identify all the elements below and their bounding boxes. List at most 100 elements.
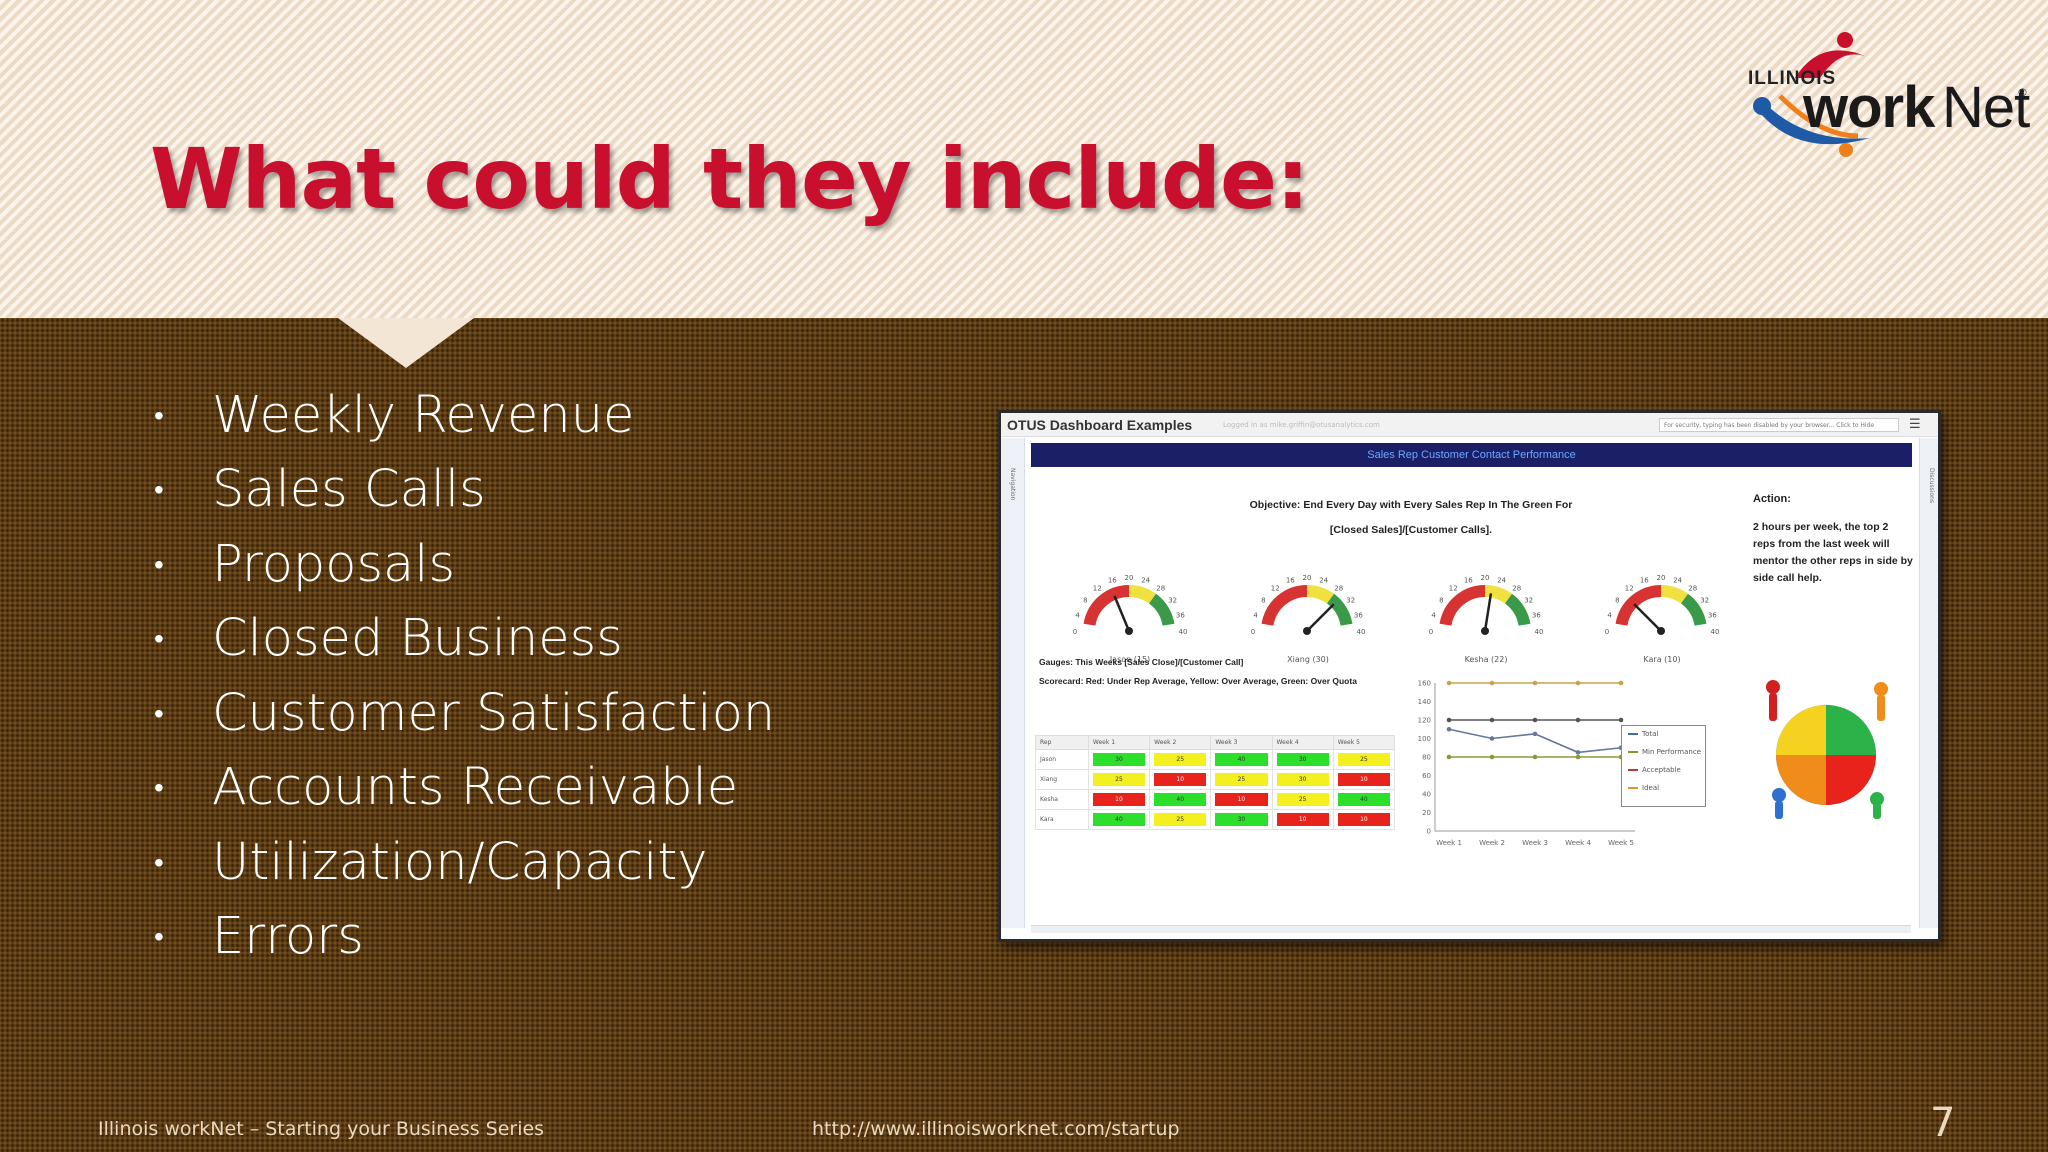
bullet-item: • Customer Satisfaction bbox=[150, 676, 775, 751]
legend-label: Total bbox=[1642, 730, 1659, 738]
gauge-needle bbox=[1306, 603, 1335, 632]
gauge-tick-label: 24 bbox=[1673, 577, 1682, 585]
footer-url: http://www.illinoisworknet.com/startup bbox=[812, 1118, 1180, 1140]
bullet-item: • Errors bbox=[150, 900, 775, 975]
gauge-tick-label: 0 bbox=[1429, 628, 1433, 636]
gauge-tick-label: 0 bbox=[1605, 628, 1609, 636]
scorecard-cell: 25 bbox=[1087, 769, 1151, 790]
scorecard-rep-cell: Kesha bbox=[1035, 789, 1089, 810]
gauge-tick-label: 28 bbox=[1334, 584, 1343, 592]
legend-swatch bbox=[1628, 751, 1638, 753]
gauge-tick-label: 28 bbox=[1156, 584, 1165, 592]
bullet-text: Customer Satisfaction bbox=[212, 683, 776, 743]
gauge-band bbox=[1148, 593, 1175, 627]
scorecard-row: Jason 30 25 40 30 25 bbox=[1035, 749, 1396, 770]
gauge-tick-label: 40 bbox=[1357, 628, 1366, 636]
scorecard-header-cell: Week 4 bbox=[1271, 735, 1334, 750]
gauge-hub bbox=[1481, 627, 1489, 635]
gauge-hub bbox=[1125, 627, 1133, 635]
objective-text: Objective: End Every Day with Every Sale… bbox=[1201, 493, 1621, 543]
scorecard-cell: 25 bbox=[1210, 769, 1273, 790]
gauge-tick-label: 0 bbox=[1073, 628, 1077, 636]
footer-series: Illinois workNet – Starting your Busines… bbox=[98, 1118, 545, 1140]
illinois-worknet-logo: ILLINOIS work Net ® bbox=[1740, 18, 2030, 163]
scorecard-row: Kara 40 25 30 10 10 bbox=[1035, 809, 1396, 830]
hamburger-menu-icon: ☰ bbox=[1909, 417, 1921, 432]
bullet-item: • Sales Calls bbox=[150, 453, 775, 528]
gauge-tick-label: 20 bbox=[1657, 574, 1666, 582]
scorecard-value: 10 bbox=[1337, 773, 1390, 786]
gauge-band bbox=[1306, 585, 1335, 604]
gauge-tick-label: 28 bbox=[1688, 584, 1697, 592]
legend-label: Acceptable bbox=[1642, 766, 1681, 774]
series-point bbox=[1446, 717, 1452, 723]
gauge-label: Jason (15) bbox=[1109, 655, 1151, 664]
series-point bbox=[1489, 754, 1495, 760]
gauge-tick-label: 24 bbox=[1497, 577, 1506, 585]
bullet-dot: • bbox=[154, 473, 164, 507]
gauge-tick-label: 16 bbox=[1108, 577, 1117, 585]
series-point bbox=[1446, 726, 1452, 732]
scorecard-value: 25 bbox=[1337, 753, 1390, 766]
x-tick-label: Week 1 bbox=[1436, 839, 1462, 847]
series-point bbox=[1575, 750, 1581, 755]
chart-legend: Total Min Performance Acceptable Ideal bbox=[1621, 725, 1706, 807]
bullet-item: • Accounts Receivable bbox=[150, 751, 775, 826]
series-point bbox=[1489, 736, 1495, 741]
gauge-needle bbox=[1113, 595, 1131, 632]
gauge-tick-label: 0 bbox=[1251, 628, 1255, 636]
scorecard-rep-cell: Xiang bbox=[1035, 769, 1089, 790]
scorecard-table: Rep Week 1 Week 2 Week 3 Week 4 Week 5 Jason 3… bbox=[1035, 735, 1396, 830]
series-point bbox=[1532, 680, 1538, 686]
bullet-text: Weekly Revenue bbox=[212, 385, 635, 445]
logo-figure-icon bbox=[1753, 32, 1870, 157]
gauge-label: Xiang (30) bbox=[1287, 655, 1329, 664]
series-point bbox=[1618, 717, 1624, 723]
puzzle-team-icon bbox=[1766, 680, 1888, 819]
series-point bbox=[1575, 680, 1581, 686]
scorecard-header-cell: Week 3 bbox=[1210, 735, 1273, 750]
gauge-tick-label: 24 bbox=[1141, 577, 1150, 585]
gauge-hub bbox=[1657, 627, 1665, 635]
bullet-dot: • bbox=[154, 622, 164, 656]
gauge-tick-label: 4 bbox=[1431, 611, 1436, 619]
objective-line-1: Objective: End Every Day with Every Sale… bbox=[1249, 499, 1573, 511]
logo-net-text: Net bbox=[1942, 75, 2030, 140]
gauge-tick-label: 24 bbox=[1319, 577, 1328, 585]
scorecard-value: 40 bbox=[1092, 813, 1146, 826]
gauge-tick-label: 40 bbox=[1535, 628, 1544, 636]
gauge-tick-label: 32 bbox=[1700, 596, 1709, 604]
gauge-tick-label: 4 bbox=[1253, 611, 1258, 619]
scorecard-cell: 30 bbox=[1271, 749, 1334, 770]
scorecard-value: 25 bbox=[1154, 753, 1207, 766]
x-tick-label: Week 5 bbox=[1608, 839, 1634, 847]
gauge-band bbox=[1261, 585, 1308, 627]
legend-label: Min Performance bbox=[1642, 748, 1702, 756]
horizontal-scrollbar[interactable] bbox=[1031, 925, 1911, 933]
logo-work-text: work bbox=[1803, 75, 1935, 140]
gauge-tick-label: 20 bbox=[1481, 574, 1490, 582]
dashboard-screenshot: OTUS Dashboard Examples Logged in as mik… bbox=[998, 410, 1941, 942]
scorecard-cell: 10 bbox=[1087, 789, 1151, 810]
scorecard-rep-cell: Kara bbox=[1035, 809, 1089, 830]
logo-state-text: ILLINOIS bbox=[1748, 68, 1837, 89]
scorecard-value: 25 bbox=[1276, 793, 1329, 806]
gauge-tick-label: 20 bbox=[1125, 574, 1134, 582]
gauge-band bbox=[1083, 585, 1130, 627]
scorecard-row: Xiang 25 10 25 30 10 bbox=[1035, 769, 1396, 790]
y-tick-label: 140 bbox=[1418, 698, 1431, 706]
scorecard-cell: 40 bbox=[1210, 749, 1273, 770]
scorecard-cell: 10 bbox=[1149, 769, 1212, 790]
gauge-tick-label: 32 bbox=[1168, 596, 1177, 604]
objective-line-2: [Closed Sales]/[Customer Calls]. bbox=[1329, 524, 1493, 536]
gauge-label: Kesha (22) bbox=[1464, 655, 1508, 664]
scorecard-cell: 10 bbox=[1210, 789, 1273, 810]
discussions-sidebar: Discussions bbox=[1919, 438, 1938, 928]
gauge-tick-label: 4 bbox=[1075, 611, 1080, 619]
gauge-label: Kara (10) bbox=[1643, 655, 1681, 664]
scorecard-header-cell: Week 5 bbox=[1332, 735, 1396, 750]
title-notch bbox=[338, 318, 474, 368]
scorecard-row: Kesha 10 40 10 25 40 bbox=[1035, 789, 1396, 810]
scorecard-cell: 25 bbox=[1271, 789, 1334, 810]
